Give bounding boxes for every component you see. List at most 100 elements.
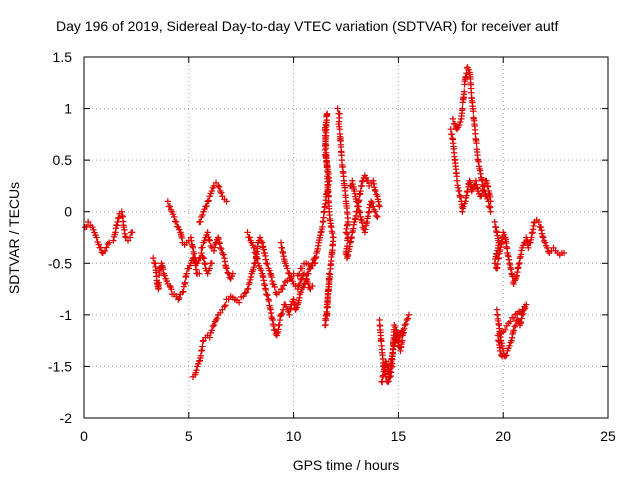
data-point <box>297 288 305 296</box>
data-point <box>491 260 499 267</box>
data-point <box>221 303 228 310</box>
data-point <box>397 332 404 339</box>
data-point <box>521 303 528 310</box>
data-point <box>171 218 179 225</box>
data-point <box>93 234 100 241</box>
data-point <box>280 282 288 289</box>
data-point <box>206 265 213 272</box>
data-point <box>250 263 257 271</box>
data-point <box>404 315 412 322</box>
data-point <box>166 282 174 290</box>
data-point <box>241 290 248 297</box>
data-point <box>251 249 259 256</box>
data-point <box>257 267 265 274</box>
data-point <box>469 186 477 193</box>
data-point <box>206 334 213 341</box>
data-point <box>149 254 157 262</box>
data-point <box>104 240 111 248</box>
data-points <box>81 64 568 386</box>
data-point <box>461 88 468 95</box>
data-point <box>470 108 477 115</box>
data-point <box>244 285 252 292</box>
data-point <box>263 260 270 267</box>
data-point <box>193 367 200 374</box>
data-point <box>208 327 216 334</box>
data-point <box>460 203 467 210</box>
data-point <box>293 304 300 311</box>
data-point <box>264 292 271 299</box>
data-point <box>256 234 264 241</box>
data-point <box>370 203 377 210</box>
data-point <box>392 323 399 331</box>
data-point <box>376 203 383 210</box>
data-point <box>402 320 409 328</box>
data-point <box>95 241 102 248</box>
x-tick-label: 0 <box>80 428 88 444</box>
data-point <box>247 276 254 284</box>
y-tick-label: -0.5 <box>48 255 72 271</box>
data-point <box>518 311 526 319</box>
data-point <box>296 280 304 288</box>
data-point <box>298 275 306 282</box>
data-point <box>298 265 306 272</box>
data-point <box>324 310 331 317</box>
data-point <box>223 265 230 272</box>
data-point <box>223 198 230 205</box>
data-point <box>250 244 257 252</box>
data-point <box>455 121 463 129</box>
y-tick-label: -1.5 <box>48 358 72 374</box>
y-tick-label: 0.5 <box>53 152 73 168</box>
data-point <box>266 267 273 274</box>
data-point <box>287 274 294 282</box>
x-tick-label: 25 <box>600 428 616 444</box>
y-tick-label: -1 <box>60 307 73 323</box>
data-point <box>309 282 316 290</box>
x-tick-label: 10 <box>286 428 302 444</box>
data-point <box>235 299 243 306</box>
data-point <box>210 321 218 329</box>
data-point <box>482 191 489 199</box>
data-point <box>506 342 513 349</box>
data-point <box>343 230 351 238</box>
data-point <box>247 273 255 281</box>
data-point <box>240 293 247 300</box>
data-point <box>401 321 408 329</box>
data-point <box>163 277 170 285</box>
data-point <box>544 244 551 252</box>
data-point <box>560 249 568 257</box>
data-point <box>307 265 314 272</box>
data-point <box>473 140 480 147</box>
data-point <box>170 213 178 221</box>
y-axis-label: SDTVAR / TECUs <box>6 182 22 294</box>
data-point <box>449 115 457 123</box>
data-point <box>218 189 225 196</box>
data-point <box>217 244 224 252</box>
data-point <box>129 229 136 236</box>
data-point <box>246 279 253 286</box>
data-point <box>327 265 334 272</box>
data-point <box>525 244 532 252</box>
data-point <box>306 266 313 273</box>
data-point <box>399 327 406 334</box>
y-tick-label: 1.5 <box>53 49 73 65</box>
data-point <box>115 214 123 221</box>
data-point <box>211 244 218 251</box>
data-point <box>242 289 250 296</box>
data-point <box>208 187 216 195</box>
data-point <box>541 239 549 246</box>
data-point <box>498 352 506 360</box>
data-point <box>277 311 285 319</box>
data-point <box>98 249 106 256</box>
data-point <box>279 285 286 293</box>
data-point <box>305 280 312 288</box>
data-point <box>181 279 189 286</box>
data-point <box>275 289 283 296</box>
data-point <box>161 272 168 279</box>
data-point <box>110 237 117 244</box>
data-point <box>220 251 227 258</box>
data-point <box>539 234 547 241</box>
data-point <box>353 198 360 205</box>
data-point <box>208 260 216 267</box>
data-point <box>323 113 330 120</box>
data-point <box>229 270 237 277</box>
